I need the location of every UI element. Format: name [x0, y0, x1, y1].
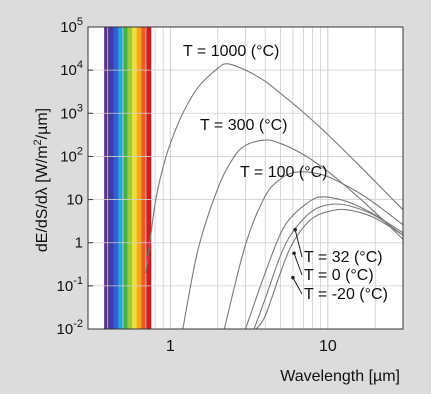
x-tick-label: 1: [166, 338, 175, 355]
plot-border-rect: [87, 26, 404, 330]
series-line-0C: [253, 203, 403, 329]
spectrum-stripe: [136, 27, 142, 329]
series-line-300C: [182, 139, 403, 329]
curve-label: T = 1000 (°C): [183, 43, 279, 60]
spectrum-stripe: [104, 27, 110, 329]
leader-line: [292, 277, 303, 295]
leader-line: [293, 253, 303, 276]
spectrum-stripe: [127, 27, 133, 329]
x-tick-label: 10: [319, 338, 337, 355]
y-tick-label: 1: [75, 235, 83, 252]
x-axis-label: Wavelength [µm]: [280, 368, 400, 385]
x-axis-ticks: 1 10: [166, 338, 337, 355]
curve-label: T = 32 (°C): [304, 249, 383, 266]
spectrum-stripe: [141, 27, 147, 329]
y-tick-label: 102: [60, 145, 83, 165]
spectrum-stripe: [113, 27, 119, 329]
series-line-100C: [223, 171, 403, 329]
spectrum-stripe: [118, 27, 124, 329]
curve-label: T = 0 (°C): [304, 267, 374, 284]
y-tick-label: 105: [60, 16, 83, 36]
curve-annotations: T = 1000 (°C) T = 300 (°C) T = 100 (°C) T =…: [183, 43, 388, 303]
y-tick-label: 10-2: [57, 318, 83, 338]
spectrum-stripe: [122, 27, 129, 329]
series-line--20C: [255, 208, 403, 329]
spectrum-stripe: [146, 27, 152, 329]
y-axis-ticks: 10-2 10-1 1 10 102 103 104 105: [57, 16, 93, 338]
curve-label: T = 300 (°C): [200, 117, 287, 134]
y-tick-label: 104: [60, 59, 83, 79]
series-line-1000C: [145, 63, 403, 273]
spectrum-stripe: [132, 27, 138, 329]
y-tick-label: 10: [66, 192, 83, 209]
series-lines: [145, 63, 403, 329]
plot-border: [87, 26, 404, 330]
spectrum-stripe: [108, 27, 115, 329]
y-axis-label: dE/dS/dλ [W/m2/µm]: [32, 108, 51, 252]
y-tick-label: 103: [60, 102, 83, 122]
visible-spectrum-band: [104, 27, 152, 329]
y-tick-label: 10-1: [57, 275, 83, 295]
curve-label: T = -20 (°C): [304, 286, 388, 303]
leader-line: [294, 229, 303, 258]
curve-label: T = 100 (°C): [240, 164, 327, 181]
series-line-32C: [244, 196, 403, 329]
